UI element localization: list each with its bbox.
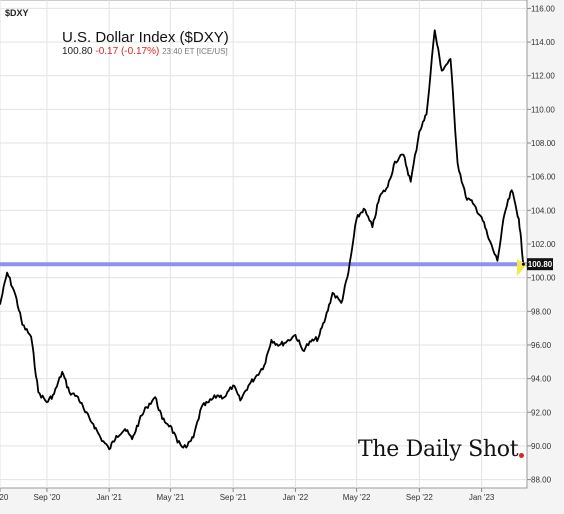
x-tick-label: Sep '20 <box>33 493 60 502</box>
price-series-line <box>0 29 525 451</box>
last-point-marker <box>521 262 525 266</box>
ticker-symbol: $DXY <box>5 8 29 18</box>
y-tick-label: 100.00 <box>531 274 556 283</box>
y-tick-label: 110.00 <box>531 105 555 114</box>
price-tag-box <box>527 258 553 271</box>
x-tick-label: Jan '23 <box>469 493 495 502</box>
y-tick-label: 88.00 <box>531 476 552 485</box>
last-price-tag: 100.80 <box>517 258 553 277</box>
y-tick-label: 108.00 <box>531 139 556 148</box>
y-tick-label: 112.00 <box>531 72 555 81</box>
y-tick-label: 106.00 <box>531 173 556 182</box>
y-tick-label: 90.00 <box>531 442 552 451</box>
y-tick-label: 104.00 <box>531 206 556 215</box>
x-tick-label: Jan '22 <box>283 493 309 502</box>
logo-dot-icon <box>519 453 525 458</box>
price-summary: 100.80 -0.17 (-0.17%) 23:40 ET [ICE/US] <box>62 46 228 57</box>
quote-meta: 23:40 ET [ICE/US] <box>162 47 228 56</box>
x-tick-label: y '20 <box>0 493 9 502</box>
y-tick-label: 114.00 <box>531 38 555 47</box>
x-tick-label: Sep '21 <box>220 493 247 502</box>
chart-title: U.S. Dollar Index ($DXY) <box>62 29 229 46</box>
x-tick-label: Sep '22 <box>406 493 433 502</box>
x-axis: y '20 Sep '20 Jan '21 May '21 Sep '21 Jan '22… <box>0 488 495 502</box>
price-change: -0.17 (-0.17%) <box>95 46 160 57</box>
last-value: 100.80 <box>62 46 93 57</box>
y-tick-label: 94.00 <box>531 375 552 384</box>
y-tick-label: 96.00 <box>531 341 552 350</box>
logo-text: The Daily Shot <box>358 437 519 462</box>
x-tick-label: May '22 <box>343 493 371 502</box>
horizontal-gridlines <box>0 7 527 481</box>
y-tick-label: 102.00 <box>531 240 556 249</box>
y-tick-label: 98.00 <box>531 307 552 316</box>
x-tick-label: May '21 <box>157 493 185 502</box>
price-tag-label: 100.80 <box>528 260 553 269</box>
x-tick-label: Jan '21 <box>96 493 122 502</box>
y-tick-label: 92.00 <box>531 408 552 417</box>
y-axis: 88.00 90.00 92.00 94.00 96.00 98.00 100.00 102.… <box>527 4 556 485</box>
daily-shot-logo: The Daily Shot <box>358 437 525 462</box>
y-tick-label: 116.00 <box>531 4 555 13</box>
